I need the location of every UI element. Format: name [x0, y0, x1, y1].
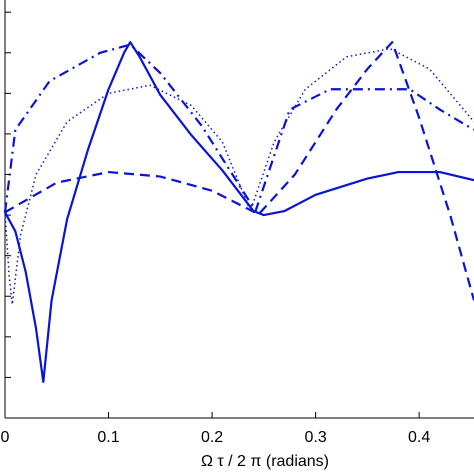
series-line [3, 43, 474, 213]
x-tick-label: 0.3 [304, 429, 326, 446]
x-tick-label: 0.1 [97, 429, 119, 446]
x-tick-label: 0.4 [408, 429, 430, 446]
x-tick-label: 0 [1, 429, 10, 446]
series-line [4, 41, 474, 301]
x-tick-label: 0.2 [201, 429, 223, 446]
series-line [4, 47, 474, 306]
x-axis-label: Ω τ / 2 π (radians) [201, 453, 329, 470]
series-line [4, 41, 474, 383]
